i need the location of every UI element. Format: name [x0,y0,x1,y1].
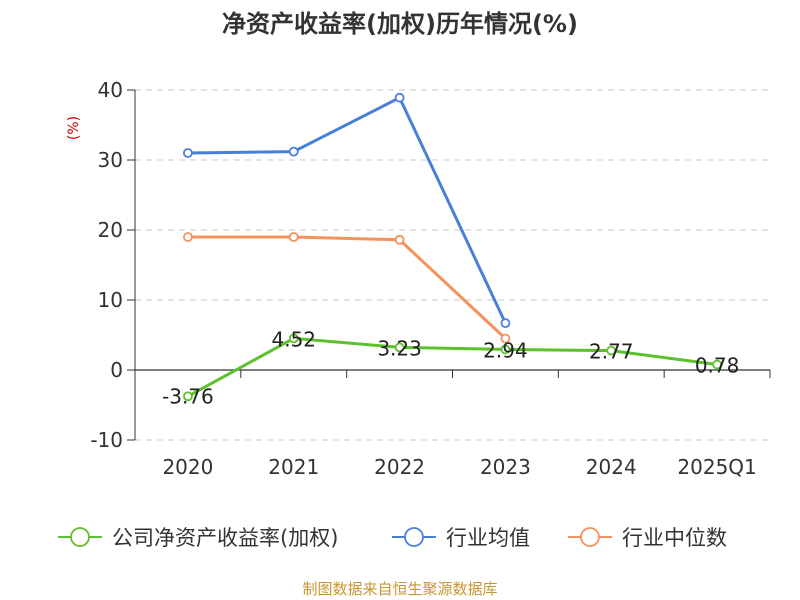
data-point [394,342,405,353]
legend-marker-icon [70,527,90,547]
y-tick-label: 40 [98,78,123,102]
data-point [183,391,193,402]
y-tick-label: 20 [98,218,123,242]
x-tick-label: 2021 [268,455,319,479]
grid-layer [135,89,770,441]
data-point [288,146,299,157]
legend-label: 行业中位数 [622,526,727,550]
data-label: -3.76 [162,384,214,408]
data-point [288,232,299,242]
x-tick-label: 2022 [374,455,425,479]
y-tick-label: 10 [98,288,123,312]
y-unit-label: (%) [66,116,82,140]
x-tick-label: 2023 [480,455,531,479]
y-tick-label: 30 [98,148,123,172]
data-point [183,148,193,158]
axis-layer: -10 0 10 20 30 40 2020 2021 2022 2023 2024 2025Q1 [90,78,771,479]
data-label: 0.78 [695,354,740,378]
legend-marker-icon [580,527,600,547]
data-label: 4.52 [271,327,316,351]
x-tick-label: 2025Q1 [677,455,756,479]
data-point [500,333,511,344]
legend-label: 行业均值 [446,526,530,550]
series-layer [183,92,722,402]
data-label: 3.23 [377,336,422,360]
legend-marker-icon [404,527,424,547]
data-label: 2.77 [589,340,634,364]
legend-label: 公司净资产收益率(加权) [112,526,338,550]
data-label: 2.94 [483,338,528,362]
chart-title: 净资产收益率(加权)历年情况(%) [222,10,578,38]
legend: 公司净资产收益率(加权) 行业均值 行业中位数 [58,526,727,550]
y-tick-label: -10 [90,428,123,452]
source-note: 制图数据来自恒生聚源数据库 [302,580,498,598]
x-tick-label: 2020 [162,455,213,479]
data-point [500,344,511,355]
series-line-2 [187,235,507,340]
y-tick-label: 0 [110,358,123,382]
data-label-layer: -3.76 4.52 3.23 2.94 2.77 0.78 [162,327,739,408]
data-point [394,92,405,103]
series-line-1 [187,96,507,324]
series-line-0 [187,336,718,398]
data-point [288,333,299,344]
data-point [606,345,617,356]
x-tick-label: 2024 [586,455,637,479]
data-point [183,232,193,242]
data-point [500,318,511,329]
data-point [712,359,722,370]
data-point [394,234,405,245]
